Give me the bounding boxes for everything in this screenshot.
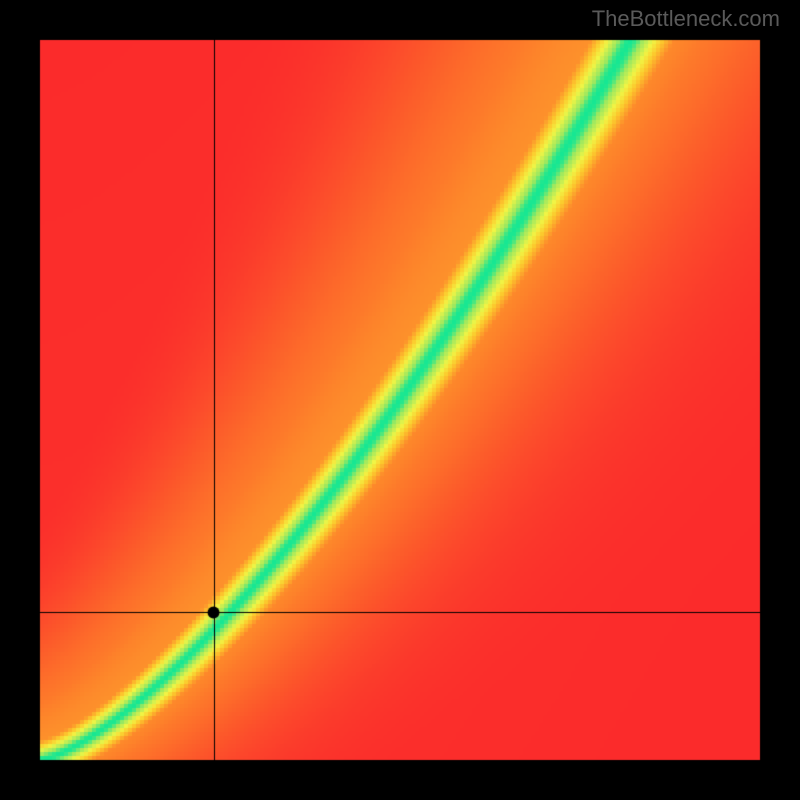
watermark-text: TheBottleneck.com [592, 6, 780, 32]
bottleneck-heatmap [0, 0, 800, 800]
chart-container: TheBottleneck.com [0, 0, 800, 800]
